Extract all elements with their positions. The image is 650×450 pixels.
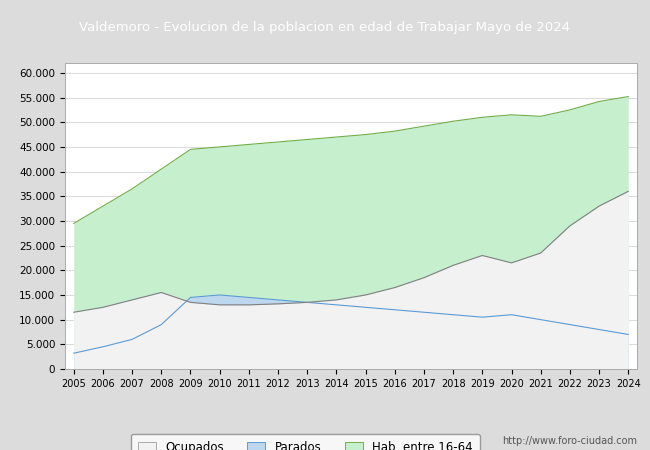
Text: http://www.foro-ciudad.com: http://www.foro-ciudad.com xyxy=(502,436,637,446)
Legend: Ocupados, Parados, Hab. entre 16-64: Ocupados, Parados, Hab. entre 16-64 xyxy=(131,434,480,450)
Text: Valdemoro - Evolucion de la poblacion en edad de Trabajar Mayo de 2024: Valdemoro - Evolucion de la poblacion en… xyxy=(79,21,571,33)
